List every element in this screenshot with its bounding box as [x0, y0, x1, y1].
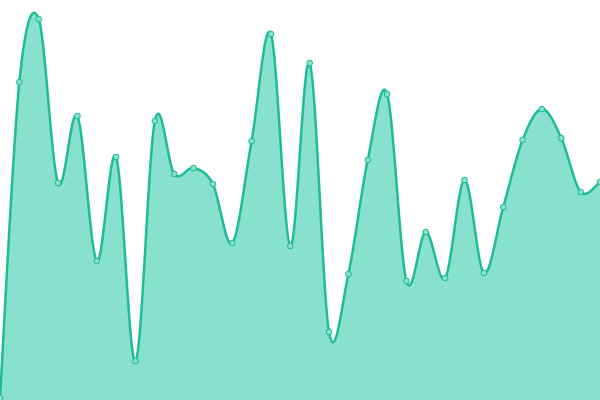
- area-fill: [0, 12, 600, 400]
- data-point: [596, 178, 600, 186]
- data-point: [403, 277, 410, 285]
- data-point: [209, 180, 217, 188]
- data-point: [325, 328, 333, 336]
- data-point: [441, 274, 449, 282]
- data-point: [557, 134, 565, 142]
- data-point: [422, 228, 430, 236]
- data-point: [54, 179, 62, 187]
- data-point: [248, 137, 255, 145]
- data-point: [170, 170, 178, 178]
- data-point: [345, 270, 352, 278]
- data-point: [383, 90, 391, 98]
- data-point: [461, 176, 468, 184]
- area-line: [0, 11, 600, 399]
- data-point: [132, 357, 139, 365]
- data-point: [306, 59, 313, 67]
- data-point: [112, 153, 120, 161]
- data-point: [577, 188, 584, 196]
- data-point: [519, 136, 526, 144]
- data-point: [35, 15, 43, 23]
- data-point: [267, 30, 275, 38]
- data-point: [190, 164, 197, 172]
- data-point: [74, 112, 81, 120]
- data-point: [499, 203, 507, 211]
- data-point: [287, 242, 294, 250]
- data-point: [480, 269, 488, 277]
- data-point: [0, 394, 4, 400]
- data-point: [151, 117, 159, 125]
- data-point: [538, 105, 546, 113]
- data-point: [16, 78, 23, 86]
- data-point: [93, 257, 101, 265]
- data-point: [228, 239, 236, 247]
- data-point: [364, 156, 372, 164]
